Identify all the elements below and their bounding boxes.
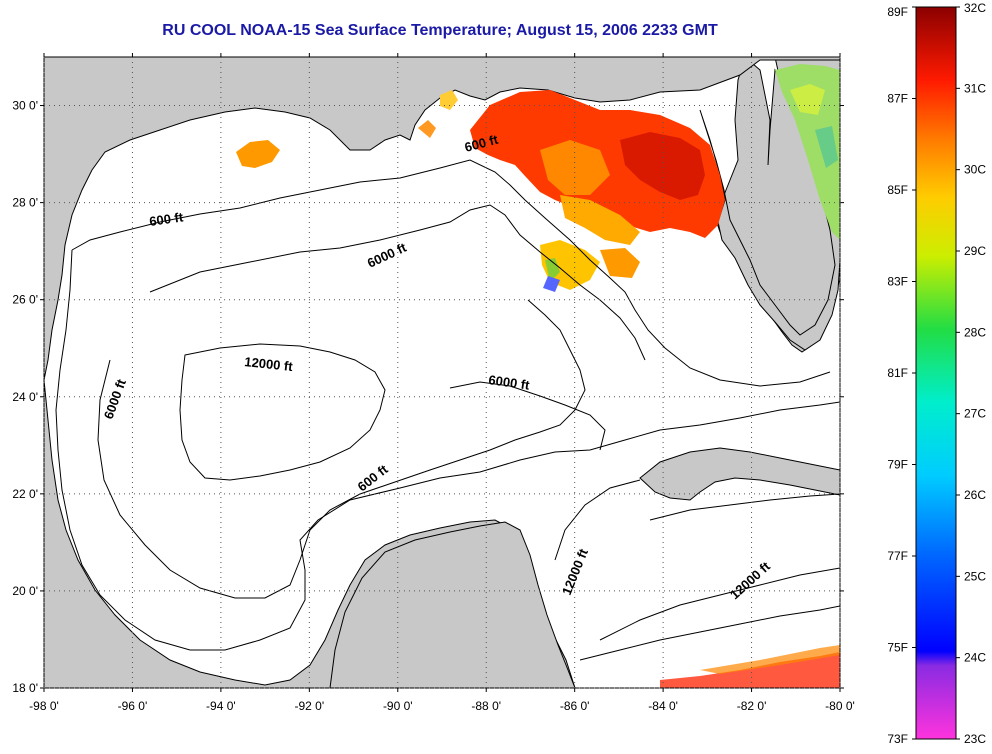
lat-lon-grid: [40, 53, 844, 692]
lon-tick-label: -88 0': [471, 699, 501, 713]
lon-tick-label: -80 0': [825, 699, 855, 713]
colorbar-f-label: 79F: [887, 458, 908, 472]
lat-tick-label: 22 0': [12, 487, 38, 501]
lat-tick-label: 28 0': [12, 196, 38, 210]
colorbar-f-label: 87F: [887, 92, 908, 106]
colorbar-fahrenheit-labels: 89F 87F 85F 83F 81F 79F 77F 75F 73F: [887, 5, 916, 746]
lon-tick-label: -96 0': [118, 699, 148, 713]
lon-tick-label: -86 0': [560, 699, 590, 713]
colorbar-f-label: 89F: [887, 5, 908, 19]
land-cuba: [639, 447, 840, 501]
colorbar-f-label: 75F: [887, 641, 908, 655]
colorbar-c-label: 29C: [964, 244, 986, 258]
land-us-coast: [44, 57, 840, 381]
longitude-labels: -98 0' -96 0' -94 0' -92 0' -90 0' -88 0' -86 …: [29, 699, 855, 713]
colorbar-f-label: 83F: [887, 275, 908, 289]
lon-tick-label: -90 0': [383, 699, 413, 713]
latitude-labels: 18 0' 20 0' 22 0' 24 0' 26 0' 28 0' 30 0': [12, 99, 38, 695]
colorbar-c-label: 26C: [964, 488, 986, 502]
lon-tick-label: -98 0': [29, 699, 59, 713]
map-title: RU COOL NOAA-15 Sea Surface Temperature;…: [162, 22, 718, 39]
colorbar-c-label: 23C: [964, 732, 986, 746]
colorbar-c-label: 31C: [964, 81, 986, 95]
lat-tick-label: 24 0': [12, 390, 38, 404]
sst-imagery: [236, 64, 840, 688]
lon-tick-label: -82 0': [737, 699, 767, 713]
lat-tick-label: 26 0': [12, 293, 38, 307]
lon-tick-label: -92 0': [295, 699, 325, 713]
lat-tick-label: 20 0': [12, 584, 38, 598]
colorbar-c-label: 32C: [964, 1, 986, 15]
colorbar-f-label: 85F: [887, 183, 908, 197]
contour-label: 600 ft: [148, 209, 184, 229]
lat-tick-label: 18 0': [12, 681, 38, 695]
colorbar-f-label: 73F: [887, 732, 908, 746]
colorbar-c-label: 24C: [964, 651, 986, 665]
colorbar-c-label: 25C: [964, 569, 986, 583]
contour-label: 6000 ft: [488, 372, 532, 393]
colorbar-celsius-labels: 32C 31C 30C 29C 28C 27C 26C 25C 24C 23C: [956, 1, 986, 746]
colorbar-c-label: 30C: [964, 163, 986, 177]
land-yucatan: [329, 521, 576, 688]
lon-tick-label: -94 0': [206, 699, 236, 713]
lat-tick-label: 30 0': [12, 99, 38, 113]
lon-tick-label: -84 0': [648, 699, 678, 713]
colorbar-c-label: 27C: [964, 407, 986, 421]
colorbar-f-label: 81F: [887, 366, 908, 380]
contour-label: 12000 ft: [244, 354, 294, 374]
colorbar: [915, 6, 957, 740]
colorbar-f-label: 77F: [887, 549, 908, 563]
colorbar-c-label: 28C: [964, 325, 986, 339]
